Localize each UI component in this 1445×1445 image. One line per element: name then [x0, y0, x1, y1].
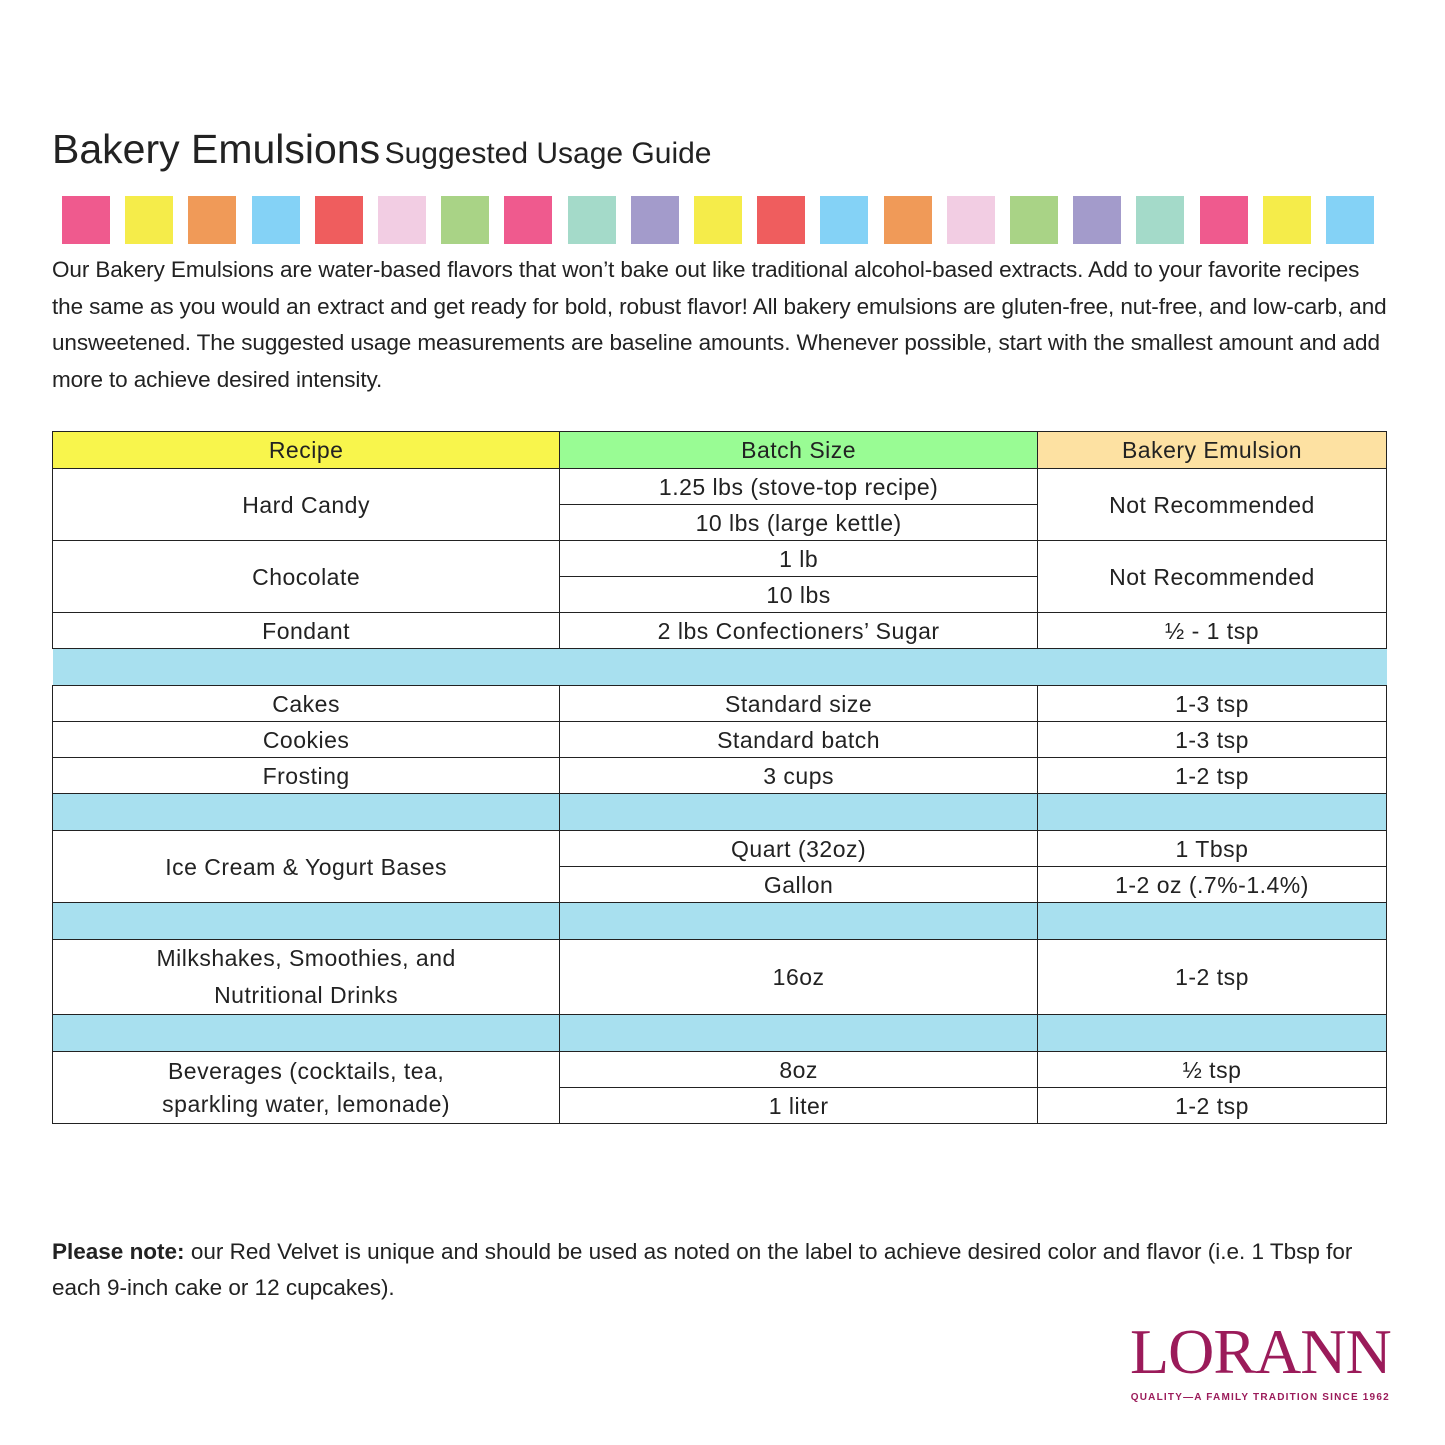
color-swatch [188, 196, 237, 244]
color-swatch [504, 196, 553, 244]
table-row: Ice Cream & Yogurt Bases Quart (32oz) 1 … [51, 830, 1388, 903]
color-swatch [567, 196, 616, 244]
usage-table: Recipe Batch Size Bakery Emulsion Hard C… [51, 431, 1388, 1124]
color-swatch [694, 196, 742, 244]
color-swatch [946, 196, 995, 244]
color-swatch [1010, 196, 1058, 244]
lorann-logo: LORANN QUALITY—A FAMILY TRADITION SINCE … [1130, 1316, 1392, 1404]
intro-paragraph: Our Bakery Emulsions are water-based fla… [52, 257, 1387, 392]
table-row: 10 lbs (large kettle) [53, 504, 1387, 541]
color-swatch [1199, 196, 1248, 244]
separator-row [52, 648, 1387, 686]
table-row: Hard Candy 1.25 lbs (stove-top recipe) N… [51, 468, 1388, 541]
table-row: Milkshakes, Smoothies, and Nutritional Dr… [51, 939, 1388, 1015]
separator-row [51, 1014, 1388, 1052]
table-header-row: Recipe Batch Size Bakery Emulsion [51, 431, 1388, 469]
header-recipe: Recipe [51, 431, 561, 469]
color-swatch [1136, 196, 1185, 244]
note-paragraph: Please note: our Red Velvet is unique an… [52, 1239, 1353, 1300]
table-row: Cakes Standard size 1-3 tsp [51, 685, 1388, 722]
color-swatch [757, 196, 806, 244]
separator-row [51, 902, 1388, 940]
table-row: 1 liter 1-2 tsp [53, 1087, 1388, 1124]
color-swatch [1262, 196, 1311, 244]
color-swatch [1073, 196, 1122, 244]
color-swatch [251, 196, 300, 244]
page-title: Bakery Emulsions Suggested Usage Guide [52, 126, 712, 172]
table-row: Gallon 1-2 oz (.7%-1.4%) [53, 866, 1388, 903]
table-row: Fondant 2 lbs Confectioners’ Sugar ½ - 1… [51, 612, 1388, 649]
color-swatch [314, 196, 363, 244]
color-swatch [125, 196, 174, 244]
color-swatch [630, 196, 679, 244]
color-swatch [441, 196, 490, 244]
color-swatch [62, 196, 110, 244]
color-swatch [883, 196, 932, 244]
separator-row [51, 793, 1388, 831]
color-swatch [820, 196, 869, 244]
table-row: Cookies Standard batch 1-3 tsp [51, 721, 1388, 758]
header-bakery-emulsion: Bakery Emulsion [1036, 431, 1388, 469]
table-row: Beverages (cocktails, tea, sparkling wate… [51, 1051, 1388, 1124]
header-batch-size: Batch Size [559, 431, 1038, 469]
color-swatch [1326, 196, 1374, 244]
table-row: Chocolate 1 lb Not Recommended [51, 540, 1388, 613]
color-swatch [378, 196, 426, 244]
table-row: Frosting 3 cups 1-2 tsp [51, 757, 1388, 794]
